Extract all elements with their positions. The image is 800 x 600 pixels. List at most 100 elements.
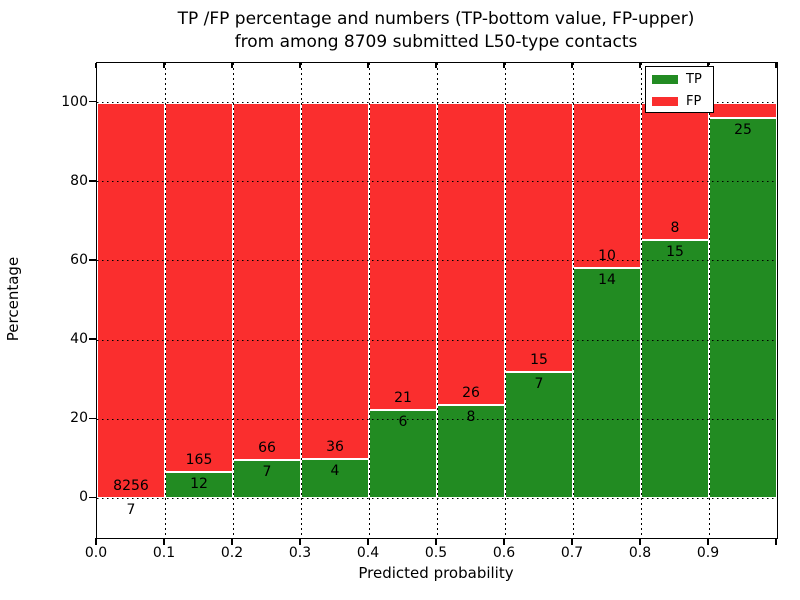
y-gridline [97, 497, 777, 499]
x-tick-label: 0.6 [492, 545, 516, 561]
x-tick-mark-top [231, 63, 233, 68]
x-tick-mark [231, 538, 233, 545]
x-tick-label: 0.7 [560, 545, 584, 561]
y-gridline [97, 260, 777, 262]
x-tick-mark-top [367, 63, 369, 68]
x-axis-label: Predicted probability [358, 564, 514, 582]
bar-segment-fp [709, 102, 777, 118]
x-tick-mark [95, 538, 97, 545]
x-tick-mark-top [503, 63, 505, 68]
legend-label: TP [686, 72, 702, 87]
x-tick-label: 0.8 [628, 545, 652, 561]
tp-count-label: 7 [126, 502, 136, 519]
tp-count-label: 4 [330, 462, 340, 479]
x-tick-mark-top [435, 63, 437, 68]
fp-count-label: 66 [258, 440, 276, 457]
x-tick-mark-top [299, 63, 301, 68]
bar-segment-tp [709, 117, 777, 499]
tp-count-label: 6 [398, 414, 408, 431]
y-tick-mark [89, 100, 96, 103]
y-tick-mark [89, 259, 96, 261]
fp-count-label: 15 [530, 352, 548, 369]
y-tick-label: 0 [79, 489, 88, 506]
x-tick-mark [299, 538, 301, 545]
bar-segment-fp [505, 102, 573, 373]
legend-entry: FP [652, 92, 709, 111]
bar-segment-fp [165, 102, 233, 472]
y-tick-label: 60 [70, 251, 88, 268]
x-gridline [436, 63, 438, 538]
bar-segment-fp [233, 102, 301, 461]
tp-count-label: 25 [734, 121, 752, 138]
x-tick-mark [435, 538, 437, 545]
x-gridline [640, 63, 642, 538]
legend-entry: TP [652, 70, 709, 89]
y-tick-label: 20 [70, 410, 88, 427]
x-tick-mark-top [95, 63, 97, 68]
x-tick-label: 0.3 [288, 545, 312, 561]
legend: TP FP [645, 66, 714, 113]
fp-count-label: 165 [185, 451, 213, 468]
x-tick-mark [367, 538, 369, 545]
x-gridline [300, 63, 302, 538]
y-gridline [97, 339, 777, 341]
fp-count-label: 8256 [113, 478, 149, 495]
y-tick-label: 100 [61, 93, 88, 110]
x-tick-mark-top [163, 63, 165, 68]
x-tick-label: 0.2 [220, 545, 244, 561]
y-tick-label: 80 [70, 172, 88, 189]
x-tick-label: 0.5 [424, 545, 448, 561]
x-tick-mark-top [639, 63, 641, 68]
legend-swatch-fp [652, 97, 678, 106]
fp-count-label: 21 [394, 390, 412, 407]
x-gridline [232, 63, 234, 538]
bar-segment-tp [505, 372, 573, 499]
bar-segment-tp [301, 458, 369, 499]
x-gridline [708, 63, 710, 538]
tp-count-label: 7 [262, 464, 272, 481]
legend-rows: TP FP [646, 70, 713, 111]
x-tick-mark [775, 538, 777, 545]
x-tick-mark-top [571, 63, 573, 68]
tp-count-label: 14 [598, 271, 616, 288]
fp-count-label: 26 [462, 385, 480, 402]
bar-segment-tp [369, 410, 437, 499]
chart-title-line2: from among 8709 submitted L50-type conta… [234, 32, 638, 52]
bar-segment-tp [641, 240, 709, 499]
x-tick-mark-top [775, 63, 777, 68]
bar-segment-tp [573, 267, 641, 499]
x-gridline [504, 63, 506, 538]
x-tick-mark [707, 538, 709, 545]
bar-segment-fp [369, 102, 437, 411]
legend-swatch-tp [652, 75, 678, 84]
bar-segment-fp [301, 102, 369, 459]
bar-segment-fp [437, 102, 505, 406]
fp-count-label: 8 [670, 220, 680, 237]
x-tick-label: 0.0 [84, 545, 108, 561]
y-tick-label: 40 [70, 331, 88, 348]
fp-count-label: 36 [326, 438, 344, 455]
chart-title: TP /FP percentage and numbers (TP-bottom… [96, 8, 776, 54]
plot-area: 8256 7 165 12 66 7 36 4 21 6 26 8 15 7 10 14 8 15 25 [96, 62, 778, 539]
bar-segment-fp [573, 102, 641, 268]
x-tick-label: 0.1 [152, 545, 176, 561]
x-gridline [164, 63, 166, 538]
tp-count-label: 12 [190, 475, 208, 492]
y-tick-mark [89, 496, 96, 499]
tp-count-label: 15 [666, 244, 684, 261]
tp-count-label: 8 [466, 409, 476, 426]
x-tick-mark [503, 538, 505, 545]
x-gridline [572, 63, 574, 538]
y-axis-label: Percentage [4, 256, 22, 342]
y-tick-mark [89, 180, 96, 182]
y-gridline [97, 102, 777, 104]
legend-label: FP [686, 94, 702, 109]
y-tick-mark [89, 338, 96, 340]
x-tick-mark-top [707, 63, 709, 68]
x-tick-label: 0.9 [696, 545, 720, 561]
bar-segment-fp [97, 102, 165, 499]
x-gridline [368, 63, 370, 538]
bar-segment-tp [437, 405, 505, 499]
chart-title-line1: TP /FP percentage and numbers (TP-bottom… [177, 9, 695, 29]
